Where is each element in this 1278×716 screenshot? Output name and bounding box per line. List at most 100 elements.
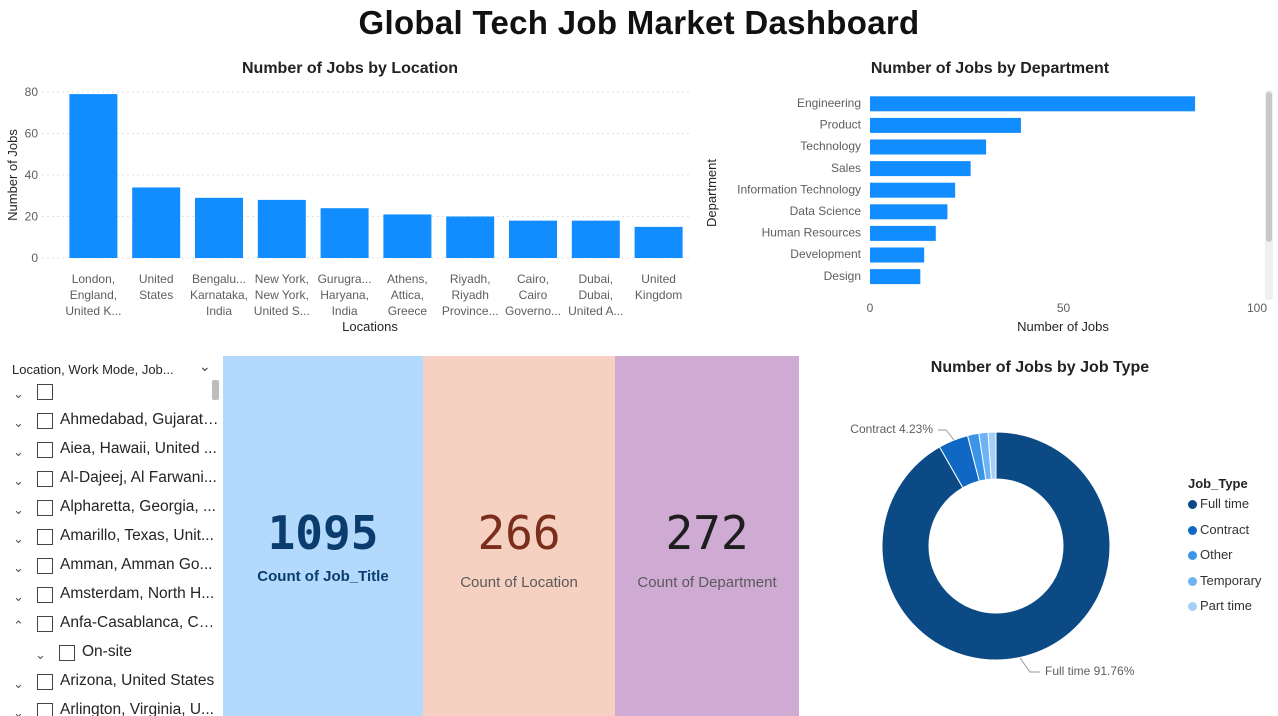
- slicer-item[interactable]: ⌃ Anfa-Casablanca, Ca...: [0, 612, 222, 641]
- chevron-down-icon[interactable]: ⌄: [13, 676, 24, 691]
- x-tick-label: New York,: [255, 272, 309, 286]
- legend-item[interactable]: Temporary: [1188, 573, 1261, 600]
- x-tick-label: Greece: [388, 304, 428, 318]
- slicer-header: Location, Work Mode, Job...: [12, 362, 174, 377]
- leader-line: [938, 429, 955, 441]
- y-tick-label: 80: [25, 85, 39, 99]
- department-chart-title: Number of Jobs by Department: [870, 60, 1110, 77]
- x-tick-label: Athens,: [387, 272, 428, 286]
- bar[interactable]: [383, 214, 432, 258]
- bar[interactable]: [571, 220, 620, 258]
- chevron-down-icon[interactable]: ⌄: [13, 560, 24, 575]
- slicer-checkbox[interactable]: [37, 587, 53, 603]
- chevron-down-icon[interactable]: ⌄: [13, 502, 24, 517]
- slicer-checkbox[interactable]: [37, 674, 53, 690]
- slicer-item-label: Alpharetta, Georgia, ...: [60, 498, 216, 515]
- chevron-down-icon[interactable]: ⌄: [13, 444, 24, 459]
- department-chart-scrollbar-thumb[interactable]: [1266, 92, 1272, 242]
- bar[interactable]: [870, 269, 921, 285]
- chevron-down-icon[interactable]: ⌄: [13, 705, 24, 716]
- slicer-item[interactable]: ⌄ Arizona, United States: [0, 670, 222, 699]
- bar[interactable]: [320, 208, 369, 258]
- location-slicer[interactable]: Location, Work Mode, Job... ⌄ ⌄ ⌄ Ahmedaba…: [0, 356, 222, 716]
- slicer-item[interactable]: ⌄ Alpharetta, Georgia, ...: [0, 496, 222, 525]
- slicer-checkbox[interactable]: [59, 645, 75, 661]
- x-tick-label: Cairo,: [517, 272, 549, 286]
- slicer-scrollbar-thumb[interactable]: [212, 380, 219, 400]
- y-tick-label: Engineering: [797, 96, 861, 110]
- bar[interactable]: [870, 139, 987, 155]
- legend-dot-icon: [1188, 500, 1197, 509]
- donut-slice[interactable]: [987, 431, 997, 480]
- bar[interactable]: [195, 197, 243, 258]
- job-type-donut-chart[interactable]: Contract 4.23% Full time 91.76%: [830, 400, 1180, 700]
- x-tick-label: Riyadh: [452, 288, 489, 302]
- bar[interactable]: [870, 204, 948, 220]
- chevron-down-icon[interactable]: ⌄: [13, 589, 24, 604]
- chevron-down-icon[interactable]: ⌄: [13, 386, 24, 401]
- bar[interactable]: [870, 96, 1196, 112]
- data-label: Contract 4.23%: [850, 422, 933, 436]
- card-value: 272: [665, 506, 749, 560]
- legend-dot-icon: [1188, 525, 1197, 535]
- bar[interactable]: [509, 220, 557, 258]
- legend-item[interactable]: Part time: [1188, 599, 1261, 625]
- bar[interactable]: [870, 117, 1021, 133]
- slicer-item[interactable]: ⌄ Amman, Amman Go...: [0, 554, 222, 583]
- job-type-chart-title: Number of Jobs by Job Type: [930, 359, 1150, 376]
- slicer-checkbox[interactable]: [37, 471, 53, 487]
- chevron-down-icon[interactable]: ⌄: [13, 473, 24, 488]
- y-tick-label: 0: [31, 251, 38, 265]
- slicer-item[interactable]: ⌄ Amsterdam, North H...: [0, 583, 222, 612]
- slicer-checkbox[interactable]: [37, 384, 53, 400]
- chevron-down-icon[interactable]: ⌄: [35, 647, 46, 662]
- slicer-checkbox[interactable]: [37, 558, 53, 574]
- slicer-checkbox[interactable]: [37, 529, 53, 545]
- legend-item[interactable]: Other: [1188, 548, 1261, 574]
- slicer-item[interactable]: ⌄ Arlington, Virginia, U...: [0, 699, 222, 716]
- slicer-checkbox[interactable]: [37, 616, 53, 632]
- legend-item[interactable]: Contract: [1188, 522, 1261, 549]
- x-tick-label: Dubai,: [578, 272, 613, 286]
- slicer-item[interactable]: ⌄ On-site: [0, 641, 222, 670]
- donut-slice[interactable]: [881, 431, 1111, 661]
- slicer-checkbox[interactable]: [37, 442, 53, 458]
- legend-item[interactable]: Full time: [1188, 497, 1261, 523]
- slicer-item[interactable]: ⌄: [0, 380, 222, 409]
- bar[interactable]: [870, 182, 956, 198]
- card-label: Count of Location: [460, 574, 578, 591]
- slicer-item[interactable]: ⌄ Al-Dajeej, Al Farwani...: [0, 467, 222, 496]
- chevron-down-icon[interactable]: ⌄: [13, 531, 24, 546]
- x-tick-label: England,: [70, 288, 117, 302]
- legend-label: Other: [1200, 547, 1233, 562]
- slicer-item[interactable]: ⌄ Aiea, Hawaii, United ...: [0, 438, 222, 467]
- bar[interactable]: [257, 199, 306, 258]
- slicer-checkbox[interactable]: [37, 500, 53, 516]
- department-bar-chart[interactable]: Engineering Product Technology Sales Informa…: [700, 85, 1270, 340]
- slicer-item[interactable]: ⌄ Ahmedabad, Gujarat,...: [0, 409, 222, 438]
- slicer-item[interactable]: ⌄ Amarillo, Texas, Unit...: [0, 525, 222, 554]
- bar[interactable]: [132, 187, 181, 258]
- x-tick-label: London,: [72, 272, 115, 286]
- bar[interactable]: [446, 216, 495, 259]
- bar[interactable]: [870, 161, 971, 177]
- y-axis-title: Number of Jobs: [5, 129, 20, 221]
- location-bar-chart[interactable]: 0 20 40 60 80 London, England, United K... Unite…: [0, 80, 700, 340]
- x-tick-label: United: [641, 272, 676, 286]
- y-tick-label: Sales: [831, 161, 861, 175]
- slicer-checkbox[interactable]: [37, 413, 53, 429]
- chevron-down-icon[interactable]: ⌄: [199, 358, 211, 374]
- x-axis-title: Number of Jobs: [1017, 319, 1109, 334]
- bar[interactable]: [870, 225, 936, 241]
- bar[interactable]: [870, 247, 925, 263]
- slicer-item-label: Anfa-Casablanca, Ca...: [60, 614, 220, 631]
- x-tick-label: United K...: [65, 304, 121, 318]
- y-axis-title: Department: [704, 159, 719, 227]
- slicer-checkbox[interactable]: [37, 703, 53, 716]
- y-tick-label: Human Resources: [762, 226, 861, 240]
- chevron-up-icon[interactable]: ⌃: [13, 618, 24, 633]
- bar[interactable]: [634, 226, 683, 258]
- chevron-down-icon[interactable]: ⌄: [13, 415, 24, 430]
- bar[interactable]: [69, 94, 118, 258]
- x-tick-label: United: [139, 272, 174, 286]
